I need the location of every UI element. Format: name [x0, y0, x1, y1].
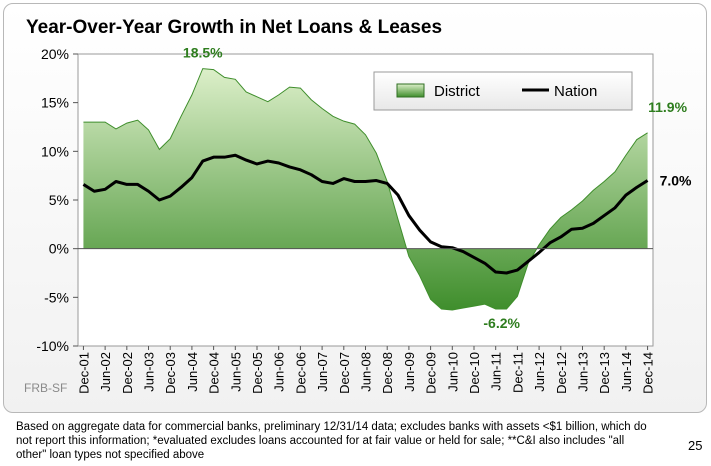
annotation-layer: 18.5% -6.2% 11.9% 7.0% [183, 45, 692, 331]
x-tick-label: Dec-10 [467, 352, 482, 394]
x-tick-label: Jun-05 [228, 352, 243, 392]
chart-footnote: Based on aggregate data for commercial b… [16, 421, 647, 461]
y-tick-label: -5% [44, 289, 69, 305]
x-tick-label: Dec-02 [120, 352, 135, 394]
y-tick-label: 15% [41, 95, 69, 111]
x-tick-label: Dec-13 [597, 352, 612, 394]
frb-sf-watermark: FRB-SF [24, 381, 68, 395]
y-tick-label: 10% [41, 143, 69, 159]
data-label-district: 18.5% [183, 45, 223, 61]
data-label-district: 11.9% [648, 99, 687, 115]
x-tick-label: Jun-14 [619, 352, 634, 392]
x-tick-label: Jun-09 [402, 352, 417, 392]
data-label-district: -6.2% [483, 315, 520, 331]
x-tick-label: Jun-11 [489, 352, 504, 391]
legend-label-nation: Nation [554, 83, 597, 100]
district-area [83, 68, 648, 310]
legend-swatch-district [396, 83, 425, 98]
y-tick-label: -10% [36, 338, 69, 354]
x-tick-label: Dec-01 [76, 352, 91, 394]
data-label-nation: 7.0% [660, 173, 692, 189]
legend-label-district: District [434, 83, 481, 100]
x-tick-label: Jun-02 [98, 352, 113, 392]
x-tick-label: Dec-06 [293, 352, 308, 394]
x-tick-label: Dec-03 [163, 352, 178, 394]
x-tick-label: Jun-10 [445, 352, 460, 392]
x-tick-label: Jun-08 [359, 352, 374, 392]
y-tick-label: 0% [49, 241, 69, 257]
page-number: 25 [688, 438, 703, 453]
x-tick-label: Dec-11 [510, 352, 525, 393]
legend: District Nation [373, 71, 633, 111]
x-tick-label: Dec-12 [554, 352, 569, 394]
chart-title: Year-Over-Year Growth in Net Loans & Lea… [26, 17, 443, 38]
y-tick-label: 20% [41, 46, 69, 62]
x-tick-label: Dec-08 [380, 352, 395, 394]
x-tick-label: Jun-12 [532, 352, 547, 392]
x-tick-label: Jun-06 [272, 352, 287, 392]
x-tick-label: Jun-07 [315, 352, 330, 392]
x-tick-label: Dec-09 [424, 352, 439, 394]
x-tick-label: Jun-04 [185, 352, 200, 392]
chart-plot: -10% -5% 0% 5% 10% 15% 20% Dec-01 Jun-02 Dec-02 J… [36, 45, 692, 394]
x-axis: Dec-01 Jun-02 Dec-02 Jun-03 Dec-03 Jun-04 Dec-… [76, 346, 656, 394]
x-tick-label: Dec-05 [250, 352, 265, 394]
x-tick-label: Jun-13 [575, 352, 590, 392]
chart-panel: Year-Over-Year Growth in Net Loans & Lea… [3, 3, 707, 413]
x-tick-label: Dec-14 [641, 352, 656, 394]
x-tick-label: Jun-03 [142, 352, 157, 392]
y-axis: -10% -5% 0% 5% 10% 15% 20% [36, 46, 78, 354]
x-tick-label: Dec-07 [337, 352, 352, 394]
x-tick-label: Dec-04 [207, 352, 222, 394]
series-layer [82, 68, 649, 311]
y-tick-label: 5% [49, 192, 69, 208]
